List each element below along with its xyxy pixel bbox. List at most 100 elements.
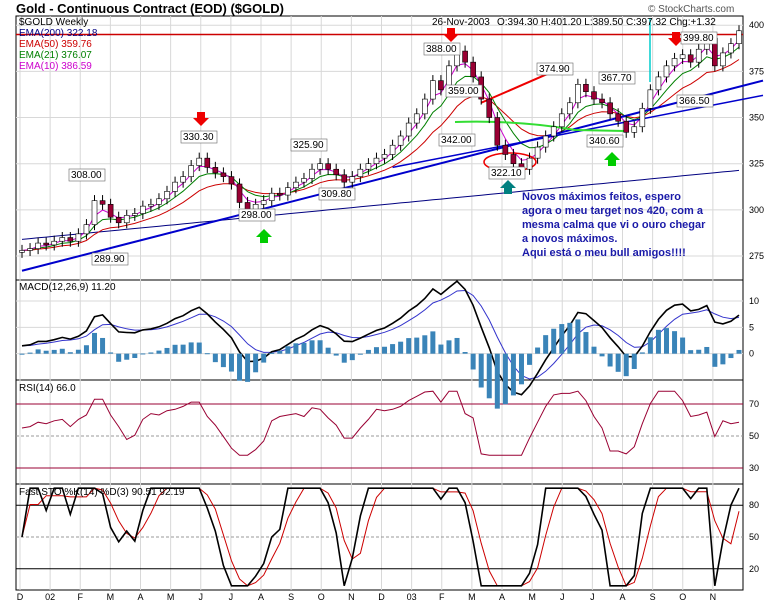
macd-line [21, 280, 740, 396]
candle-up [663, 65, 670, 78]
candle-up [59, 237, 66, 242]
macd-tick-label: 5 [749, 322, 754, 332]
macd-histogram-bar [124, 353, 130, 360]
legend-ema50: EMA(50) 359.76 [19, 39, 92, 50]
macd-histogram-bar [19, 353, 25, 355]
candle-down [687, 54, 694, 63]
candle-up [196, 157, 203, 166]
candle-down [204, 157, 211, 168]
macd-histogram-bar [680, 337, 686, 354]
candle-up [131, 213, 138, 216]
x-axis: D 02 F M A M J J A S O N D 03 F M A M J J A S O N27530032535037… [17, 20, 764, 602]
macd-histogram-bar [253, 353, 259, 373]
macd-histogram-bar [349, 353, 355, 361]
macd-histogram-bar [269, 352, 275, 354]
price-label-box [68, 168, 106, 182]
macd-histogram-bar [631, 353, 637, 369]
price-label-text: 374.90 [539, 64, 570, 75]
macd-histogram-bar [172, 344, 178, 354]
macd-histogram-bar [188, 342, 194, 354]
macd-histogram-bar [220, 353, 226, 368]
candle-up [542, 135, 549, 148]
price-label-text: 298.00 [241, 210, 272, 221]
macd-histogram-bar [228, 353, 234, 372]
price-label: 325.90 [290, 138, 328, 152]
macd-histogram-bar [720, 353, 726, 365]
x-tick-label: S [288, 592, 294, 602]
price-label-boxes: 308.00 289.90 330.30 298.00 325.90 309.80 388.… [68, 31, 718, 266]
price-label: 289.90 [91, 252, 129, 266]
x-tick-label: A [499, 592, 505, 602]
candle-up [268, 192, 275, 201]
candle-up [671, 58, 678, 67]
macd-histogram-bar [543, 335, 549, 354]
ema21-line [21, 46, 740, 251]
macd-histogram-bar [100, 337, 106, 354]
macd-histogram-bar [510, 353, 516, 396]
macd-histogram-bar [430, 331, 436, 354]
sto-k-line [21, 487, 740, 587]
price-label-box [680, 31, 718, 45]
macd-histogram-bar [502, 353, 508, 405]
grid-lines [16, 16, 743, 590]
sto-tick-label: 20 [749, 564, 759, 574]
macd-histogram-bar [688, 350, 694, 354]
price-label: 330.30 [180, 130, 218, 144]
candle-down [623, 120, 630, 133]
candle-up [285, 187, 291, 196]
note-line-1: Novos máximos feitos, espero [522, 191, 681, 203]
candle-up [373, 157, 380, 164]
macd-histogram-bar [357, 353, 363, 355]
candle-up [75, 233, 82, 242]
candle-up [35, 242, 41, 249]
macd-histogram-bar [196, 342, 202, 354]
candle-up [381, 154, 388, 159]
candle-down [115, 216, 122, 224]
macd-histogram-bar [35, 349, 41, 354]
macd-histogram-bar [277, 350, 283, 354]
candle-up [655, 76, 662, 91]
macd-histogram-bar [736, 349, 742, 354]
up-arrow-icon [604, 152, 620, 166]
macd-histogram-bar [116, 353, 122, 362]
quote-date: 26-Nov-2003 [432, 17, 490, 28]
macd-histogram-bar [647, 337, 653, 354]
candle-down [99, 200, 106, 205]
macd-histogram-bar [712, 353, 718, 367]
price-label-box [423, 42, 461, 56]
candle-down [462, 50, 468, 63]
candle-up [301, 178, 307, 183]
price-label-text: 340.60 [589, 136, 620, 147]
price-label: 342.00 [438, 133, 476, 147]
candle-down [325, 163, 331, 170]
rsi-tick-label: 50 [749, 431, 759, 441]
macd-histogram-bar [365, 349, 371, 354]
macd-histogram-bar [148, 352, 154, 354]
macd-label: MACD(12,26,9) 11.20 [19, 282, 116, 293]
down-arrow-icon [443, 28, 459, 42]
candle-up [389, 144, 396, 155]
x-tick-label: N [348, 592, 355, 602]
x-tick-label: S [650, 592, 656, 602]
candle-up [51, 240, 58, 246]
macd-histogram-bar [663, 328, 669, 354]
macd-histogram-bar [285, 346, 291, 354]
price-tick-label: 375 [749, 66, 764, 76]
macd-histogram-bar [655, 329, 661, 354]
note-line-2: agora o meu target nos 420, com a [522, 205, 704, 217]
ema200-line [21, 169, 740, 240]
candle-down [591, 91, 597, 100]
trendline-long [21, 79, 764, 272]
trendline-short [392, 94, 764, 169]
macd-histogram-bar [156, 350, 162, 354]
x-tick-label: M [107, 592, 115, 602]
price-label: 374.90 [536, 62, 574, 76]
price-label-box [445, 84, 483, 98]
candle-down [502, 144, 509, 155]
price-label-box [438, 133, 476, 147]
macd-histogram-bar [728, 353, 734, 359]
macd-histogram-bar [672, 331, 678, 354]
x-tick-label: O [679, 592, 686, 602]
candle-up [123, 215, 130, 224]
